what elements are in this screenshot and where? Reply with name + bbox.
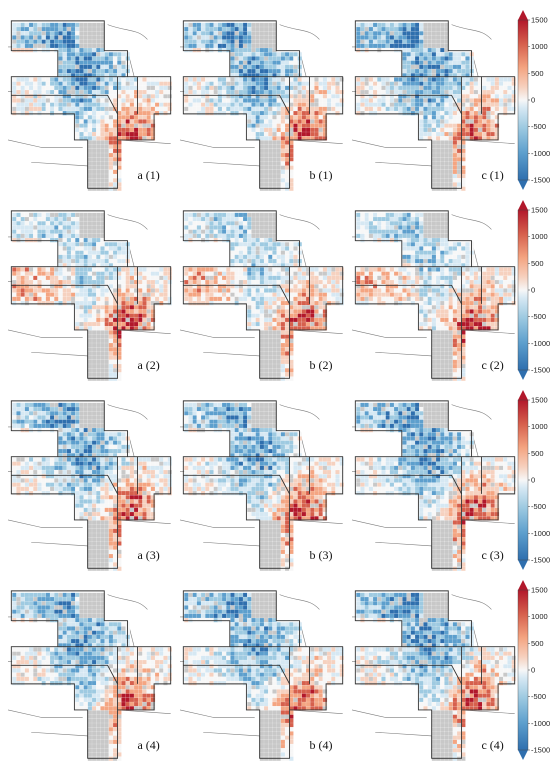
county-cells bbox=[356, 212, 516, 381]
colorbar-tick-label: -1000 bbox=[531, 529, 550, 538]
county-cells bbox=[356, 22, 516, 191]
colorbar-gradient bbox=[517, 209, 529, 371]
colorbar-tick-label: -1000 bbox=[531, 149, 550, 158]
domain-outline bbox=[10, 20, 172, 189]
colorbar-tick-label: -500 bbox=[531, 312, 546, 321]
panel-label: a (2) bbox=[137, 358, 159, 372]
map-panel-b3: b (3) bbox=[179, 400, 344, 571]
panel-label: b (1) bbox=[309, 168, 332, 182]
colorbar-tick-label: 1500 bbox=[531, 586, 548, 595]
colorbar-extend-min bbox=[518, 180, 528, 190]
map-panel-c1: c (1) bbox=[351, 20, 516, 191]
colorbar-tick-label: 0 bbox=[531, 666, 535, 675]
domain-outline bbox=[10, 400, 172, 569]
colorbar-tick-label: 1500 bbox=[531, 206, 548, 215]
colorbar-tick-label: 500 bbox=[531, 639, 544, 648]
map-panel-a4: a (4) bbox=[7, 590, 172, 761]
county-cells bbox=[184, 402, 344, 571]
colorbar: 1500 1000 500 0 -500 -1000 -1500 bbox=[517, 390, 550, 570]
domain-outline bbox=[182, 400, 344, 569]
colorbar-tick-label: 1000 bbox=[531, 612, 548, 621]
colorbar: 1500 1000 500 0 -500 -1000 -1500 bbox=[517, 580, 550, 760]
colorbar-tick-label: 1500 bbox=[531, 16, 548, 25]
domain-outline bbox=[182, 20, 344, 189]
domain-outline bbox=[10, 590, 172, 759]
colorbar-tick-label: -1000 bbox=[531, 719, 550, 728]
panel-label: c (2) bbox=[481, 358, 503, 372]
colorbar-tick-label: 1000 bbox=[531, 232, 548, 241]
colorbar-tick-label: 1000 bbox=[531, 42, 548, 51]
map-panel-b1: b (1) bbox=[179, 20, 344, 191]
map-panel-a1: a (1) bbox=[7, 20, 172, 191]
map-panel-c3: c (3) bbox=[351, 400, 516, 571]
panel-label: c (1) bbox=[481, 168, 503, 182]
county-cells bbox=[356, 592, 516, 761]
county-cells bbox=[184, 592, 344, 761]
panel-label: c (4) bbox=[481, 738, 503, 752]
map-panel-b2: b (2) bbox=[179, 210, 344, 381]
panel-label: a (3) bbox=[137, 548, 159, 562]
colorbar-tick-label: 500 bbox=[531, 449, 544, 458]
colorbar-tick-label: 0 bbox=[531, 96, 535, 105]
colorbar-tick-label: 1500 bbox=[531, 396, 548, 405]
colorbar-gradient bbox=[517, 589, 529, 751]
county-cells bbox=[12, 592, 172, 761]
colorbar-extend-max bbox=[518, 200, 528, 210]
domain-outline bbox=[354, 590, 516, 759]
county-cells bbox=[12, 212, 172, 381]
domain-outline bbox=[354, 400, 516, 569]
domain-outline bbox=[10, 210, 172, 379]
colorbar-extend-max bbox=[518, 580, 528, 590]
panel-label: b (2) bbox=[309, 358, 332, 372]
colorbar: 1500 1000 500 0 -500 -1000 -1500 bbox=[517, 200, 550, 380]
colorbar-extend-min bbox=[518, 560, 528, 570]
county-cells bbox=[356, 402, 516, 571]
county-cells bbox=[12, 22, 172, 191]
colorbar-extend-max bbox=[518, 10, 528, 20]
colorbar-tick-label: 500 bbox=[531, 69, 544, 78]
map-panel-c2: c (2) bbox=[351, 210, 516, 381]
county-cells bbox=[184, 212, 344, 381]
panel-label: a (1) bbox=[137, 168, 159, 182]
colorbar-tick-label: -1500 bbox=[531, 176, 550, 185]
colorbar-extend-max bbox=[518, 390, 528, 400]
colorbar-tick-label: 0 bbox=[531, 476, 535, 485]
colorbar-extend-min bbox=[518, 750, 528, 760]
colorbar-tick-label: 500 bbox=[531, 259, 544, 268]
panel-label: b (3) bbox=[309, 548, 332, 562]
colorbar-tick-label: -1000 bbox=[531, 339, 550, 348]
colorbar-tick-label: 1000 bbox=[531, 422, 548, 431]
colorbar-tick-label: -1500 bbox=[531, 746, 550, 755]
map-panel-b4: b (4) bbox=[179, 590, 344, 761]
colorbar-gradient bbox=[517, 399, 529, 561]
panel-label: a (4) bbox=[137, 738, 159, 752]
colorbar-tick-label: -500 bbox=[531, 502, 546, 511]
domain-outline bbox=[354, 20, 516, 189]
panel-label: b (4) bbox=[309, 738, 332, 752]
panel-label: c (3) bbox=[481, 548, 503, 562]
colorbar-tick-label: 0 bbox=[531, 286, 535, 295]
map-panel-a2: a (2) bbox=[7, 210, 172, 381]
domain-outline bbox=[182, 590, 344, 759]
domain-outline bbox=[182, 210, 344, 379]
map-panel-a3: a (3) bbox=[7, 400, 172, 571]
colorbar-tick-label: -500 bbox=[531, 692, 546, 701]
colorbar-extend-min bbox=[518, 370, 528, 380]
colorbar-gradient bbox=[517, 19, 529, 181]
domain-outline bbox=[354, 210, 516, 379]
colorbar-tick-label: -1500 bbox=[531, 556, 550, 565]
map-panel-c4: c (4) bbox=[351, 590, 516, 761]
colorbar-tick-label: -500 bbox=[531, 122, 546, 131]
colorbar: 1500 1000 500 0 -500 -1000 -1500 bbox=[517, 10, 550, 190]
county-cells bbox=[12, 402, 172, 571]
colorbar-tick-label: -1500 bbox=[531, 366, 550, 375]
county-cells bbox=[184, 22, 344, 191]
